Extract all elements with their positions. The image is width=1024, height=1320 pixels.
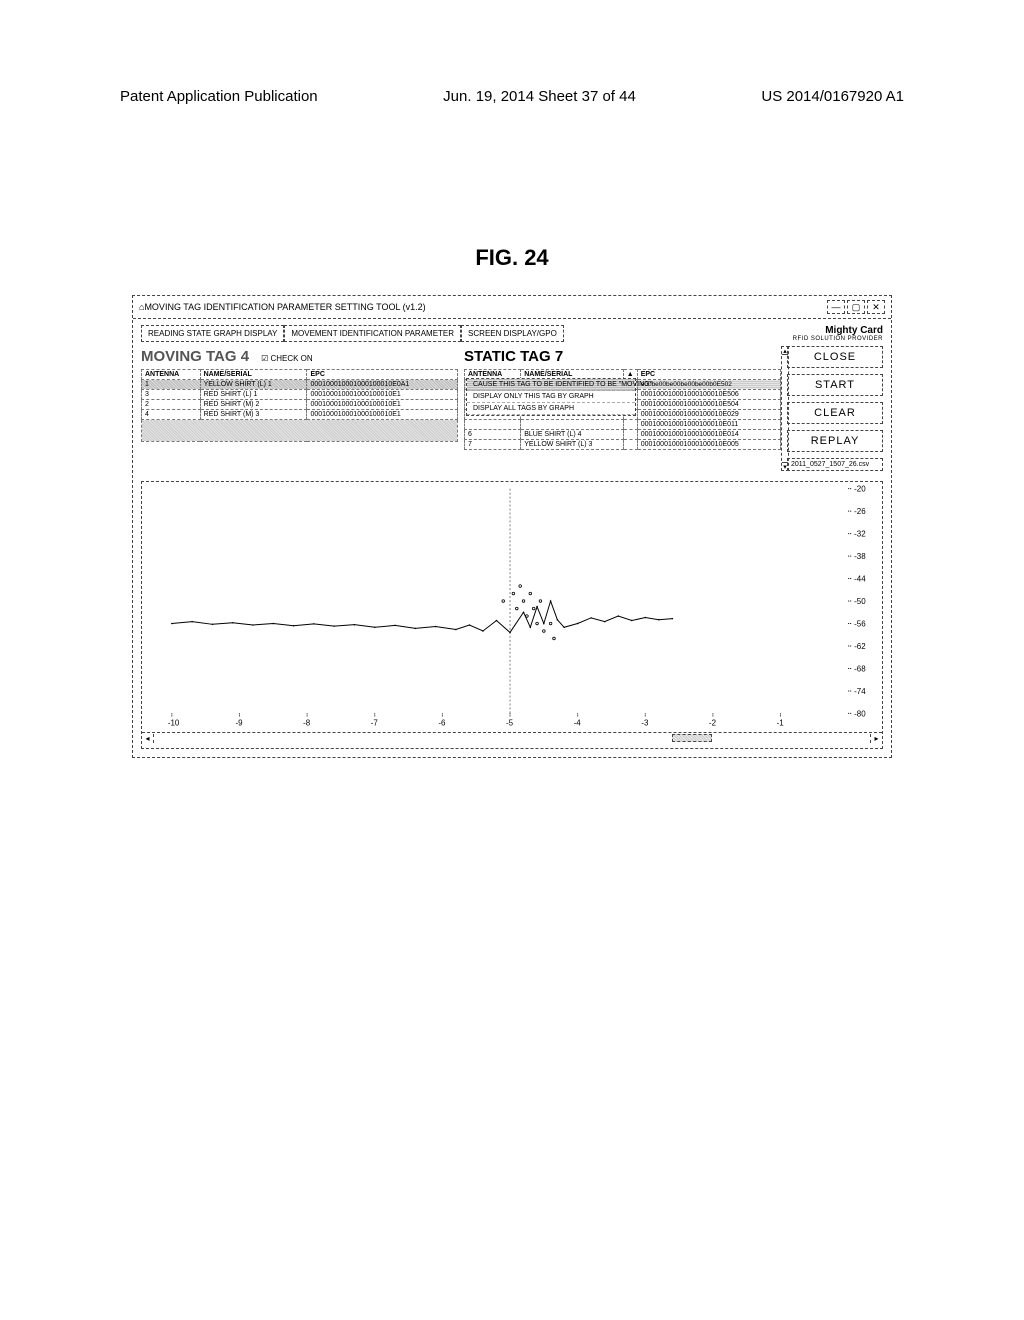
table-row[interactable]: 6BLUE SHIRT (L) 4000100010001000100010E0… [465,430,781,440]
svg-text:-62: -62 [854,642,866,651]
context-menu: CAUSE THIS TAG TO BE IDENTIFIED TO BE "M… [466,378,636,416]
svg-text:-9: -9 [235,718,243,727]
scroll-track[interactable] [154,733,870,744]
svg-text:-20: -20 [854,485,866,494]
svg-text:-8: -8 [303,718,311,727]
tab-reading-state[interactable]: READING STATE GRAPH DISPLAY [141,325,284,342]
chart-area: -20 -26 -32 -38 -44 -50 -56 -62 -68 -74 -80 -10 -9 -8… [141,481,883,749]
svg-text:-44: -44 [854,575,866,584]
ctx-item-display-all[interactable]: DISPLAY ALL TAGS BY GRAPH [467,403,635,415]
chart-scrollbar[interactable]: ◂ ▸ [142,732,882,744]
main-row: MOVING TAG 4 ☑ CHECK ON ANTENNA NAME/SER… [133,346,891,477]
scroll-thumb[interactable] [672,734,712,742]
table-row[interactable]: 2RED SHIRT (M) 2000100010001000100010E1 [142,400,458,410]
moving-table: ANTENNA NAME/SERIAL EPC 1YELLOW SHIRT (L… [141,369,458,442]
close-button[interactable]: CLOSE [787,346,883,368]
moving-col-epc[interactable]: EPC [307,370,458,380]
button-panel: CLOSE START CLEAR REPLAY 2011_0527_1507_… [787,346,883,471]
static-scrollbar[interactable]: ▴ ▾ [781,346,789,471]
static-panel: STATIC TAG 7 ANTENNA NAME/SERIAL ▲ EPC Y… [464,346,781,471]
svg-text:-38: -38 [854,552,866,561]
svg-text:-5: -5 [506,718,514,727]
chart-svg: -20 -26 -32 -38 -44 -50 -56 -62 -68 -74 -80 -10 -9 -8… [142,482,882,732]
moving-col-antenna[interactable]: ANTENNA [142,370,201,380]
svg-text:-4: -4 [574,718,582,727]
scroll-down-icon[interactable]: ▾ [782,462,788,470]
static-col-epc[interactable]: EPC [637,370,780,380]
page-header: Patent Application Publication Jun. 19, … [0,0,1024,105]
close-window-button[interactable]: ✕ [867,300,885,314]
header-right: US 2014/0167920 A1 [761,88,904,105]
ctx-item-display-only[interactable]: DISPLAY ONLY THIS TAG BY GRAPH [467,391,635,403]
tab-movement-id[interactable]: MOVEMENT IDENTIFICATION PARAMETER [284,325,461,342]
scroll-left-icon[interactable]: ◂ [142,734,154,743]
moving-panel: MOVING TAG 4 ☑ CHECK ON ANTENNA NAME/SER… [141,346,458,471]
check-on-checkbox[interactable]: ☑ CHECK ON [261,354,313,363]
table-row[interactable]: 000100010001000100010E011 [465,420,781,430]
scroll-up-icon[interactable]: ▴ [782,347,788,355]
svg-text:-56: -56 [854,619,866,628]
svg-text:-68: -68 [854,664,866,673]
ctx-item-cause-moving[interactable]: CAUSE THIS TAG TO BE IDENTIFIED TO BE "M… [467,379,635,391]
header-mid: Jun. 19, 2014 Sheet 37 of 44 [443,88,636,105]
brand-logo: Mighty Card RFID SOLUTION PROVIDER [793,325,883,342]
minimize-button[interactable]: — [827,300,845,314]
table-row[interactable]: 3RED SHIRT (L) 1000100010001000100010E1 [142,390,458,400]
table-row [142,420,458,442]
moving-title: MOVING TAG 4 [141,348,249,365]
maximize-button[interactable]: ▢ [847,300,865,314]
moving-col-name[interactable]: NAME/SERIAL [200,370,307,380]
table-row[interactable]: 1YELLOW SHIRT (L) 1000100010001000100010… [142,380,458,390]
figure-title: FIG. 24 [0,245,1024,271]
clear-button[interactable]: CLEAR [787,402,883,424]
app-window: ⌂ MOVING TAG IDENTIFICATION PARAMETER SE… [132,295,892,758]
scroll-right-icon[interactable]: ▸ [870,734,882,743]
svg-text:-2: -2 [709,718,717,727]
svg-text:-32: -32 [854,530,866,539]
svg-text:-50: -50 [854,597,866,606]
replay-button[interactable]: REPLAY [787,430,883,452]
tab-screen-display[interactable]: SCREEN DISPLAY/GPO [461,325,564,342]
svg-text:-7: -7 [371,718,379,727]
tabs-row: READING STATE GRAPH DISPLAY MOVEMENT IDE… [141,325,883,342]
svg-text:-1: -1 [777,718,785,727]
svg-text:-6: -6 [438,718,446,727]
svg-text:-3: -3 [641,718,649,727]
start-button[interactable]: START [787,374,883,396]
svg-text:-10: -10 [168,718,180,727]
titlebar: ⌂ MOVING TAG IDENTIFICATION PARAMETER SE… [133,296,891,319]
header-left: Patent Application Publication [120,88,318,105]
table-row[interactable]: 7YELLOW SHIRT (L) 3000100010001000100010… [465,440,781,450]
svg-text:-26: -26 [854,507,866,516]
table-row[interactable]: 4RED SHIRT (M) 3000100010001000100010E1 [142,410,458,420]
window-controls: — ▢ ✕ [827,300,885,314]
window-title: MOVING TAG IDENTIFICATION PARAMETER SETT… [144,302,827,312]
svg-text:-80: -80 [854,709,866,718]
file-label: 2011_0527_1507_26.csv [787,458,883,471]
svg-text:-74: -74 [854,687,866,696]
static-title: STATIC TAG 7 [464,348,563,365]
